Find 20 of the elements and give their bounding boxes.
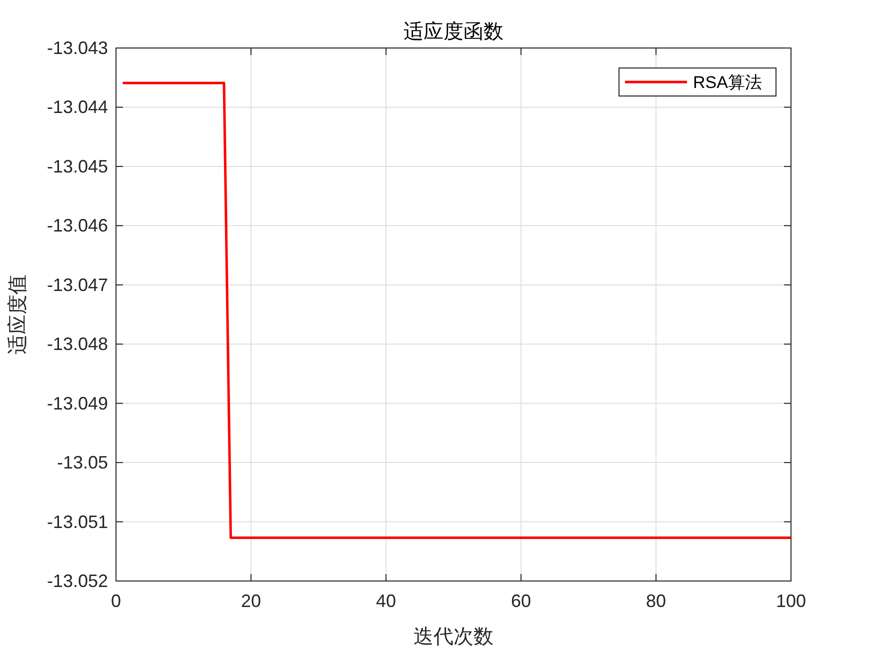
y-tick-label: -13.047 [46,274,108,295]
x-tick-label: 80 [646,591,666,611]
chart-title: 适应度函数 [404,19,504,43]
y-tick-label: -13.045 [46,156,108,176]
y-tick-label: -13.043 [46,38,108,58]
y-tick-label: -13.049 [46,393,108,414]
x-tick-label: 0 [110,591,122,611]
legend-label: RSA算法 [693,73,762,92]
y-tick-label: -13.05 [56,452,108,473]
y-tick-label: -13.051 [46,512,108,532]
x-axis-title: 迭代次数 [414,624,494,648]
x-tick-label: 20 [240,591,262,611]
y-tick-label: -13.046 [46,216,108,236]
x-tick-label: 60 [510,591,532,611]
y-tick-label: -13.048 [46,334,108,354]
y-tick-label: -13.052 [46,571,108,591]
x-tick-label: 40 [376,591,396,611]
y-axis-title: 适应度值 [5,274,29,354]
x-tick-label: 100 [776,591,806,611]
y-tick-label: -13.044 [46,97,108,118]
